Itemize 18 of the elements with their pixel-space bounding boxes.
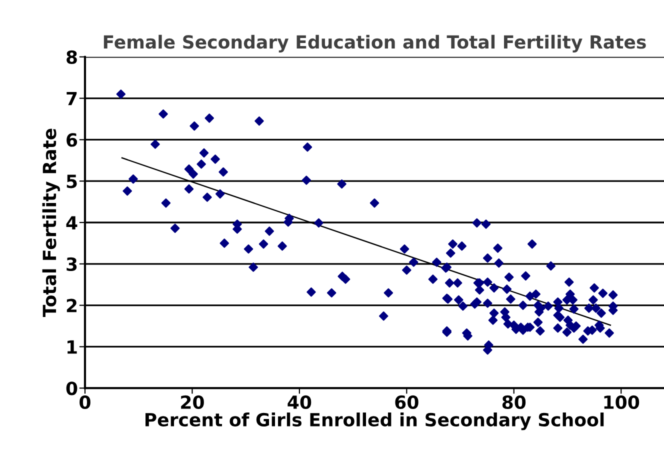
y-tick-label: 6 xyxy=(66,133,78,147)
y-tick-label: 2 xyxy=(66,298,76,312)
x-tick-label: 60 xyxy=(395,395,418,410)
y-axis-title: Total Fertility Rate xyxy=(42,128,60,318)
y-tick-label: 0 xyxy=(66,382,78,396)
y-tick-label: 1 xyxy=(68,340,77,354)
x-tick-label: 0 xyxy=(80,395,90,410)
y-tick-label: 8 xyxy=(66,50,77,64)
y-tick-label: 5 xyxy=(66,174,77,188)
chart-title: Female Secondary Education and Total Fertility Rates xyxy=(104,34,646,52)
x-axis-title: Percent of Girls Enrolled in Secondary School xyxy=(146,412,604,430)
y-tick-label: 4 xyxy=(66,216,78,230)
x-tick-label: 20 xyxy=(181,395,204,410)
y-tick-label: 3 xyxy=(66,257,77,272)
x-tick-label: 100 xyxy=(604,395,640,410)
x-tick-label: 40 xyxy=(288,395,312,410)
x-tick-label: 80 xyxy=(502,395,526,410)
y-tick-label: 7 xyxy=(66,92,77,106)
